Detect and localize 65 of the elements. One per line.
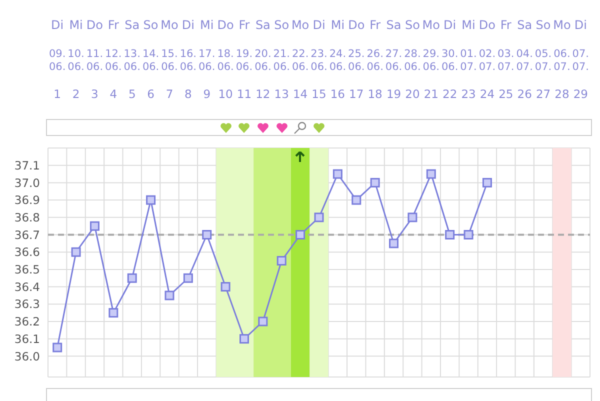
category-label: Mo 15. 06. 7 — [160, 18, 178, 101]
y-tick-label: 36.4 — [14, 280, 40, 294]
category-label: Do 18. 06. 10 — [217, 18, 234, 101]
category-label: Sa 13. 06. 5 — [124, 18, 140, 101]
category-label: Di 16. 06. 8 — [180, 18, 197, 101]
point — [426, 169, 436, 179]
category-label: Di 23. 06. 15 — [310, 18, 328, 101]
y-tick-label: 36.9 — [14, 193, 40, 208]
category-label: Fr 26. 06. 18 — [366, 18, 384, 101]
y-tick-label: 36.0 — [14, 349, 40, 364]
point — [239, 334, 249, 344]
y-tick-label: 36.6 — [14, 245, 40, 260]
category-label: So 14. 06. 6 — [142, 18, 160, 101]
point — [108, 308, 118, 318]
category-label: Di 07. 07. 29 — [572, 18, 590, 101]
category-label: Do 02. 07. 24 — [478, 18, 496, 101]
category-label: Mi 10. 06. 2 — [68, 18, 84, 101]
y-tick-label: 36.3 — [14, 297, 40, 312]
point — [164, 290, 174, 300]
point — [389, 238, 399, 248]
y-tick-label: 36.1 — [14, 332, 40, 346]
category-label: Fr 19. 06. 11 — [236, 18, 253, 101]
category-label: Mo 29. 06. 21 — [422, 18, 440, 101]
point — [71, 247, 81, 257]
category-label: So 05. 07. 27 — [534, 18, 552, 101]
y-tick-label: 36.7 — [14, 228, 40, 242]
y-tick-label: 36.5 — [14, 262, 40, 277]
point — [352, 195, 362, 205]
category-label: Sa 27. 06. 19 — [385, 18, 402, 101]
point — [445, 230, 455, 240]
point — [482, 178, 492, 188]
category-label: Di 09. 06. 1 — [48, 18, 66, 101]
category-label: Di 30. 06. 22 — [441, 18, 458, 101]
point — [408, 212, 418, 222]
category-label: Do 11. 06. 3 — [86, 18, 104, 101]
point — [332, 169, 342, 179]
category-label: Sa 20. 06. 12 — [254, 18, 272, 101]
point — [146, 195, 156, 205]
category-label: So 21. 06. 13 — [273, 18, 290, 101]
point — [90, 221, 100, 231]
category-label: Mi 01. 07. 23 — [460, 18, 477, 101]
point — [127, 273, 137, 283]
point — [183, 273, 193, 283]
category-label: So 28. 06. 20 — [404, 18, 421, 101]
category-label: Do 25. 06. 17 — [348, 18, 365, 101]
point — [220, 282, 230, 292]
category-label: Mo 06. 07. 28 — [553, 18, 571, 101]
category-label: Fr 12. 06. 4 — [105, 18, 122, 101]
y-tick-label: 36.2 — [14, 314, 40, 329]
y-tick-label: 37.1 — [14, 158, 40, 172]
point — [464, 230, 474, 240]
point — [296, 230, 306, 240]
category-label: Sa 04. 07. 26 — [516, 18, 533, 101]
category-label: Mi 17. 06. 9 — [198, 18, 216, 101]
point — [202, 230, 212, 240]
category-label: Fr 03. 07. 25 — [498, 18, 514, 101]
y-tick-label: 37.0 — [14, 176, 40, 190]
point — [52, 342, 62, 352]
point — [258, 316, 268, 326]
category-label: Mi 24. 06. 16 — [329, 18, 346, 101]
point — [314, 212, 324, 222]
y-tick-label: 36.8 — [14, 210, 40, 224]
point — [276, 256, 286, 266]
category-label: Mo 22. 06. 14 — [291, 18, 310, 101]
point — [370, 178, 380, 188]
